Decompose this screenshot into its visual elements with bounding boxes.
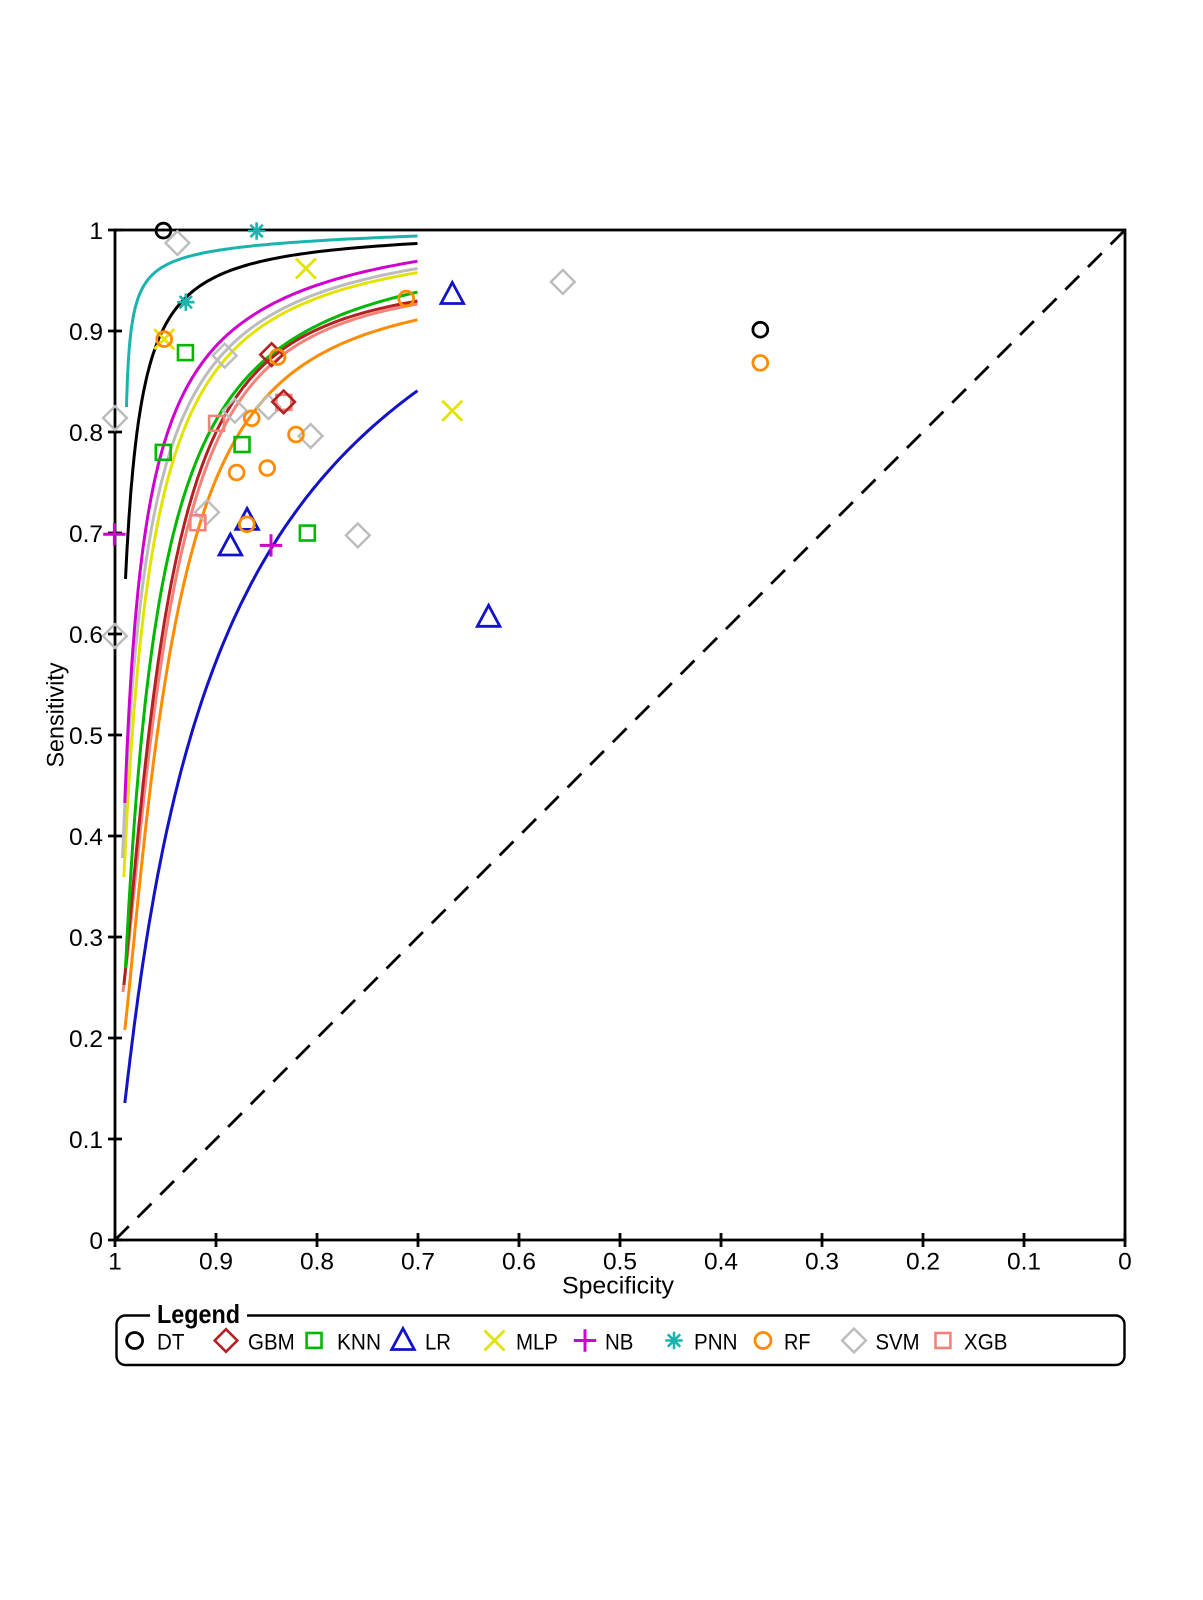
svg-text:0.7: 0.7 bbox=[69, 521, 103, 548]
svg-text:Legend: Legend bbox=[157, 1299, 240, 1329]
svg-text:0.3: 0.3 bbox=[805, 1249, 839, 1276]
svg-text:MLP: MLP bbox=[516, 1330, 558, 1355]
svg-text:GBM: GBM bbox=[248, 1330, 295, 1355]
svg-text:NB: NB bbox=[605, 1330, 634, 1355]
svg-text:Specificity: Specificity bbox=[562, 1273, 674, 1300]
svg-text:0.9: 0.9 bbox=[69, 319, 103, 346]
svg-text:0.7: 0.7 bbox=[401, 1249, 435, 1276]
svg-text:0.8: 0.8 bbox=[300, 1249, 334, 1276]
svg-text:DT: DT bbox=[157, 1330, 185, 1355]
svg-text:PNN: PNN bbox=[694, 1330, 738, 1355]
svg-text:0.2: 0.2 bbox=[69, 1026, 103, 1053]
svg-text:1: 1 bbox=[89, 218, 103, 245]
svg-text:0.5: 0.5 bbox=[69, 723, 103, 750]
svg-text:0.2: 0.2 bbox=[906, 1249, 940, 1276]
svg-text:0.3: 0.3 bbox=[69, 925, 103, 952]
svg-text:0: 0 bbox=[89, 1228, 103, 1255]
svg-text:0.6: 0.6 bbox=[502, 1249, 536, 1276]
svg-text:0.4: 0.4 bbox=[69, 824, 103, 851]
svg-text:0.4: 0.4 bbox=[704, 1249, 738, 1276]
svg-text:KNN: KNN bbox=[337, 1330, 381, 1355]
svg-text:0.9: 0.9 bbox=[199, 1249, 233, 1276]
svg-text:RF: RF bbox=[784, 1330, 811, 1355]
svg-text:SVM: SVM bbox=[876, 1330, 920, 1355]
svg-text:XGB: XGB bbox=[964, 1330, 1008, 1355]
svg-text:0.6: 0.6 bbox=[69, 622, 103, 649]
svg-text:0.1: 0.1 bbox=[69, 1127, 103, 1154]
svg-text:0.8: 0.8 bbox=[69, 420, 103, 447]
svg-text:0.5: 0.5 bbox=[603, 1249, 637, 1276]
svg-text:0.1: 0.1 bbox=[1007, 1249, 1041, 1276]
svg-text:1: 1 bbox=[108, 1249, 122, 1276]
svg-text:Sensitivity: Sensitivity bbox=[43, 663, 70, 768]
svg-text:0: 0 bbox=[1118, 1249, 1132, 1276]
svg-text:LR: LR bbox=[425, 1330, 451, 1355]
